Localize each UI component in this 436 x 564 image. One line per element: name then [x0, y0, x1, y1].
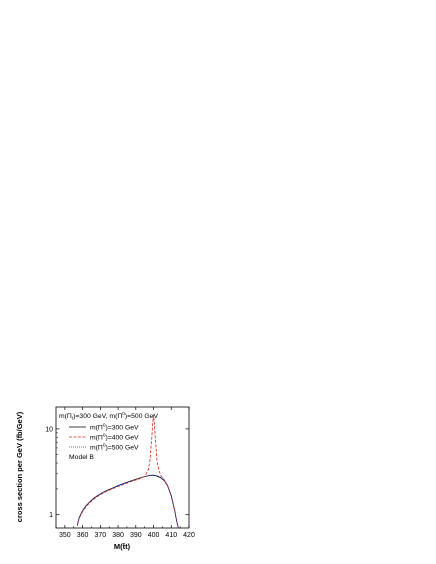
legend-footer: Model B	[69, 454, 94, 461]
x-tick-label-370: 370	[94, 532, 106, 539]
series-line-500	[76, 474, 179, 529]
legend: m(Πt)=300 GeV, m(Π0)=500 GeV m(Π0)=300 G…	[59, 411, 158, 461]
plot-area: 350 360 370 380 390 400 410 420 1 10	[45, 406, 195, 539]
series-line-300	[76, 474, 179, 529]
legend-label-500: m(Π0)=500 GeV	[90, 443, 139, 452]
x-tick-label-390: 390	[130, 532, 142, 539]
x-tick-label-380: 380	[112, 532, 124, 539]
legend-header: m(Πt)=300 GeV, m(Π0)=500 GeV	[59, 411, 158, 422]
x-tick-label-360: 360	[77, 532, 89, 539]
legend-header-prefix: m(Π	[59, 413, 72, 420]
y-axis-title: cross section per GeV (fb/GeV)	[15, 411, 24, 522]
series-line-400	[76, 414, 179, 529]
y-tick-label-1: 1	[49, 512, 53, 519]
x-tick-label-400: 400	[148, 532, 160, 539]
legend-header-sup: 0	[122, 411, 125, 417]
x-axis-title: M(t̄t)	[114, 542, 131, 551]
x-tick-label-420: 420	[183, 532, 195, 539]
series-layer	[76, 414, 179, 529]
x-tick-label-350: 350	[59, 532, 71, 539]
plot-frame	[55, 406, 190, 529]
legend-header-suffix: )=500 GeV	[125, 413, 159, 420]
legend-header-sub: t	[72, 416, 74, 422]
legend-label-300: m(Π0)=300 GeV	[90, 423, 139, 432]
x-tick-label-410: 410	[165, 532, 177, 539]
legend-label-400: m(Π0)=400 GeV	[90, 433, 139, 442]
y-tick-label-10: 10	[45, 426, 53, 433]
legend-header-mid: )=300 GeV, m(Π	[73, 413, 122, 420]
axis-ticks: 350 360 370 380 390 400 410 420 1 10	[45, 407, 195, 539]
